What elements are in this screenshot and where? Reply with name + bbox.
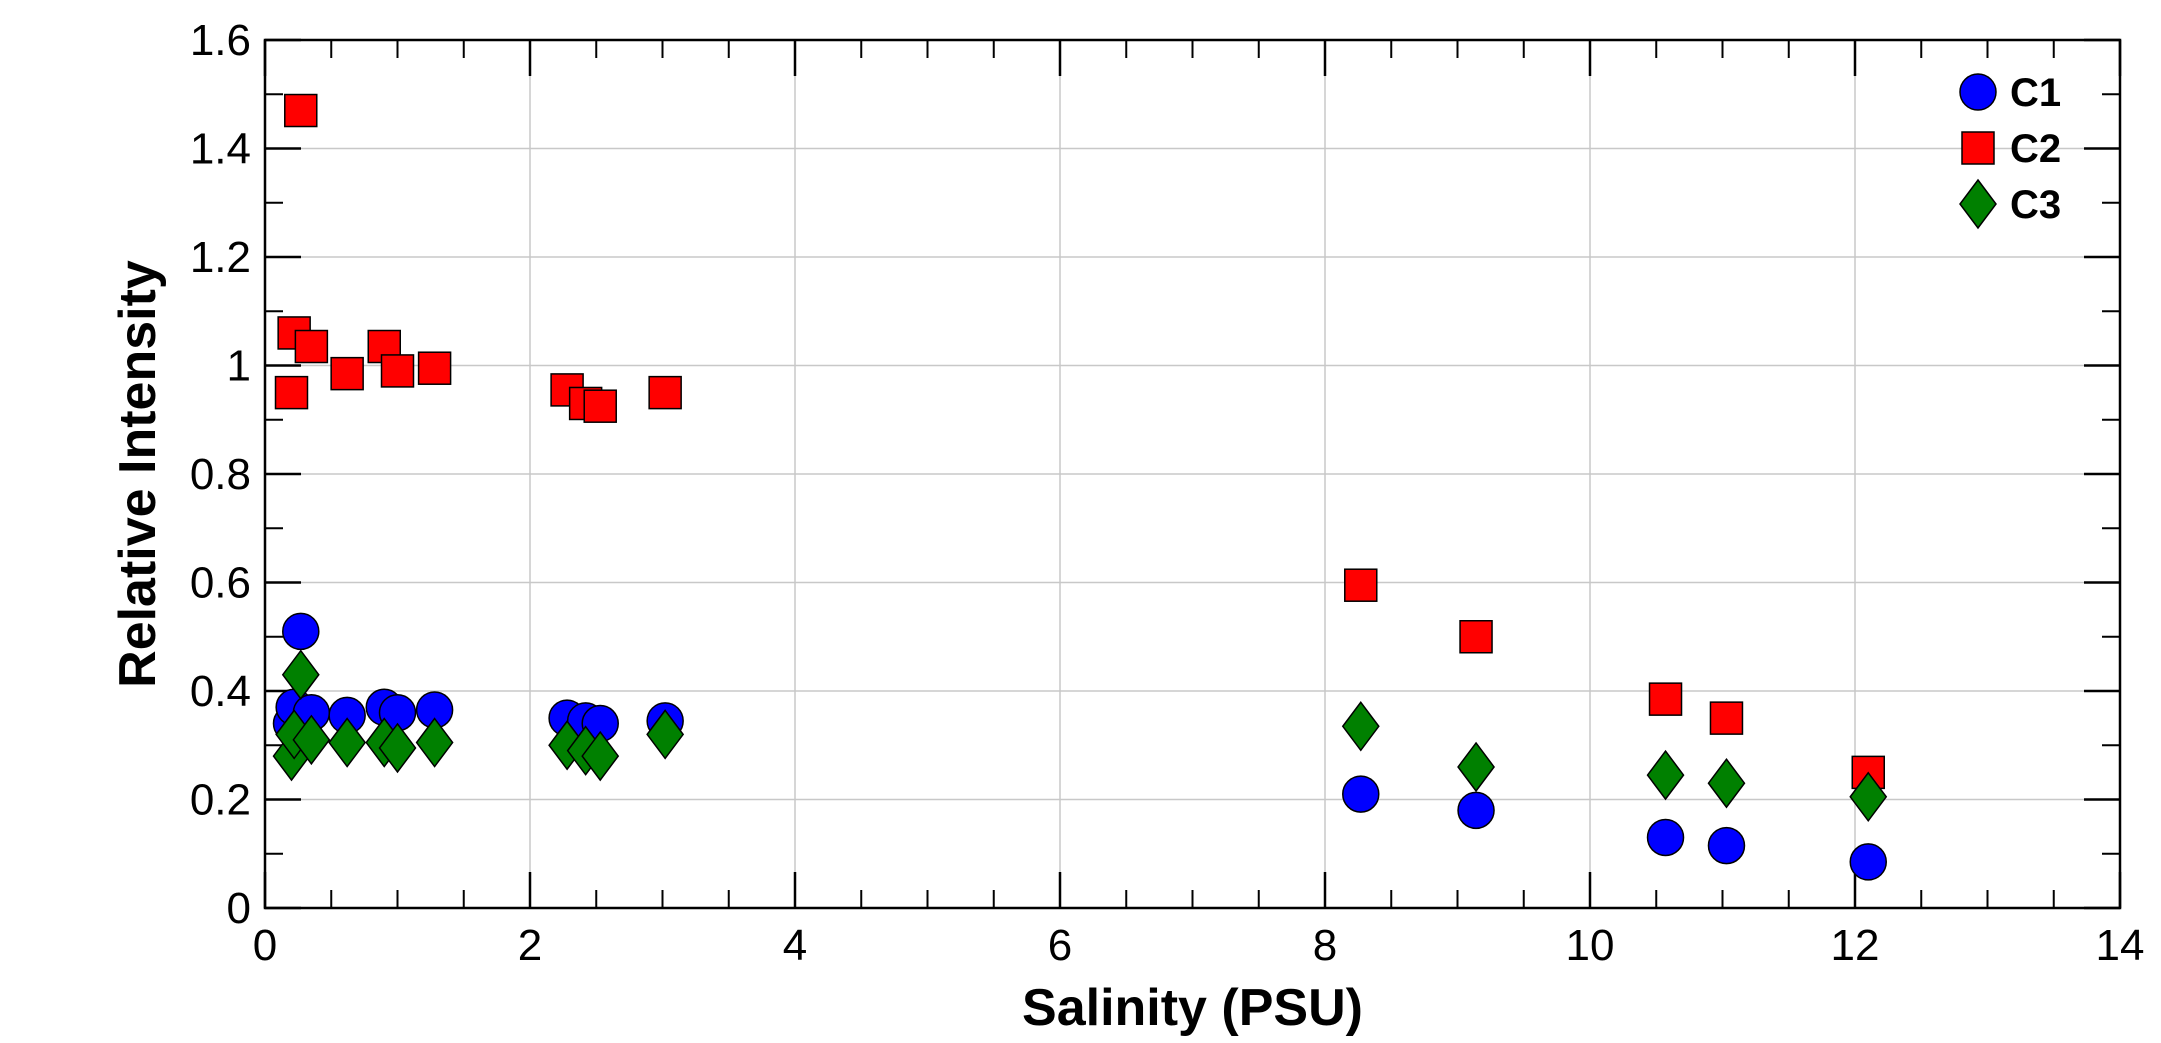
legend-marker-c1 [1959,73,1997,111]
point-c3 [1707,757,1746,809]
point-c2 [294,329,329,364]
x-axis-title: Salinity (PSU) [1022,979,1363,1037]
y-tick-label: 1.2 [190,233,251,282]
y-axis-title: Relative Intensity [109,260,167,688]
series-c1 [272,612,1887,881]
point-c1 [1646,818,1685,857]
legend-marker-c3 [1959,178,1997,230]
point-c2 [330,356,364,391]
legend: C1 C2 C3 [1959,71,2061,230]
point-c3 [581,730,620,782]
y-tick-label: 1.4 [190,125,251,174]
point-c1 [1849,843,1887,881]
y-tick-label: 0.2 [190,776,251,825]
point-c1 [282,612,320,651]
x-tick-label: 8 [1313,921,1337,970]
x-tick-label: 0 [253,921,277,970]
point-c2 [1459,620,1493,654]
legend-label-c1: C1 [2010,71,2061,115]
point-c2 [274,375,309,410]
point-c2 [284,93,318,128]
point-c2 [583,389,617,423]
x-tick-label: 12 [1831,921,1880,970]
x-tick-label: 2 [518,921,542,970]
plot-frame [263,38,2122,910]
tick-labels: 0 2 4 6 8 10 12 14 0 0.2 0.4 0.6 0.8 1 1.2 1.4 1.6 [190,16,2145,970]
x-tick-label: 10 [1566,921,1615,970]
point-c3 [281,649,320,700]
series-c3 [272,649,1888,823]
y-tick-label: 1.6 [190,16,251,65]
point-c3 [415,717,454,768]
point-c2 [648,375,682,410]
point-c2 [1709,701,1744,735]
point-c3 [1646,749,1685,801]
point-c3 [378,722,417,774]
point-c1 [1457,791,1495,830]
x-tick-label: 14 [2096,921,2145,970]
series-c2 [274,93,1885,790]
data-points [272,93,1888,881]
point-c3 [292,714,331,766]
y-tick-label: 0.4 [190,667,251,716]
point-c2 [380,354,415,388]
point-c2 [1648,682,1683,716]
y-tick-label: 0.8 [190,450,251,499]
legend-marker-c2 [1961,131,1995,165]
point-c1 [1342,775,1380,813]
point-c3 [1341,701,1380,752]
legend-item-c2: C2 [1961,127,2061,171]
point-c3 [1457,741,1495,793]
point-c2 [417,351,452,385]
point-c1 [1707,826,1746,865]
point-c3 [328,717,367,768]
point-c3 [1849,771,1888,823]
legend-label-c3: C3 [2010,183,2061,227]
point-c3 [646,709,685,760]
point-c2 [1344,568,1378,602]
x-tick-label: 6 [1048,921,1072,970]
y-tick-label: 0.6 [190,559,251,608]
legend-item-c1: C1 [1959,71,2061,115]
legend-label-c2: C2 [2010,127,2061,171]
y-tick-label: 0 [227,884,251,933]
legend-item-c3: C3 [1959,178,2061,230]
x-tick-label: 4 [783,921,807,970]
y-tick-label: 1 [227,342,251,391]
grid [265,40,2120,908]
